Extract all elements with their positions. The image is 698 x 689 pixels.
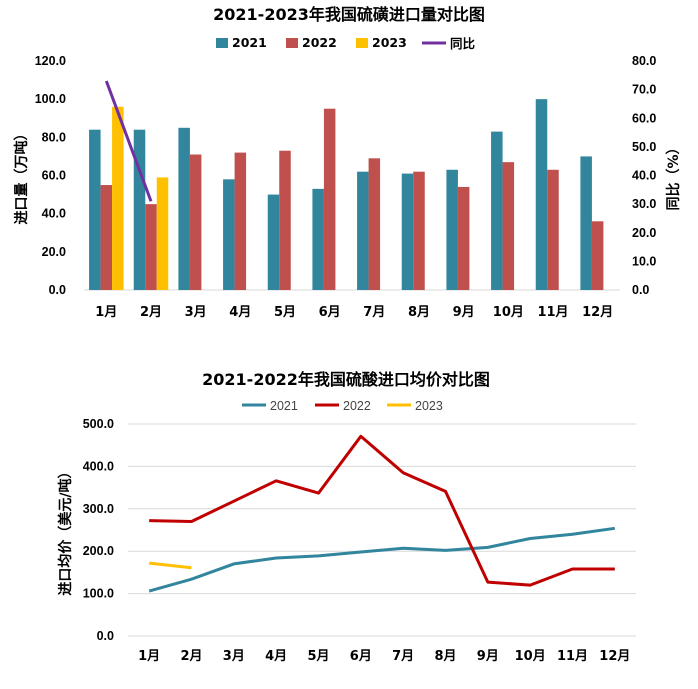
line-2023 bbox=[149, 561, 192, 570]
x-tick-label: 10月 bbox=[515, 649, 546, 664]
x-tick-label: 6月 bbox=[350, 649, 372, 664]
x-tick-label: 10月 bbox=[493, 305, 524, 320]
y-tick-label: 200.0 bbox=[83, 544, 114, 558]
bar-2021-11 bbox=[535, 99, 548, 291]
legend-label: 2023 bbox=[415, 399, 443, 413]
x-tick-label: 7月 bbox=[363, 305, 385, 320]
bar-2021-6 bbox=[312, 188, 324, 290]
y2-tick-label: 40.0 bbox=[632, 169, 656, 183]
y-tick-label: 120.0 bbox=[35, 54, 66, 68]
bar-2022-4 bbox=[234, 152, 247, 290]
line-yoy bbox=[104, 80, 153, 202]
y-axis-title: 进口量（万吨） bbox=[13, 127, 30, 225]
x-tick-label: 9月 bbox=[477, 649, 499, 664]
x-tick-label: 8月 bbox=[434, 649, 456, 664]
x-tick-label: 6月 bbox=[319, 305, 341, 320]
y-tick-label: 500.0 bbox=[83, 417, 114, 431]
x-tick-label: 9月 bbox=[453, 305, 475, 320]
y2-tick-label: 80.0 bbox=[632, 54, 656, 68]
legend-label: 2022 bbox=[302, 35, 337, 50]
y-tick-label: 100.0 bbox=[83, 587, 114, 601]
bar-2023-2 bbox=[156, 177, 169, 290]
y2-tick-label: 10.0 bbox=[632, 254, 656, 268]
y2-axis-title: 同比（%） bbox=[665, 140, 682, 210]
bar-2023-1 bbox=[112, 106, 124, 290]
y2-tick-label: 50.0 bbox=[632, 140, 656, 154]
bar-2021-3 bbox=[178, 127, 190, 291]
x-tick-label: 12月 bbox=[599, 649, 630, 664]
x-tick-label: 11月 bbox=[557, 649, 588, 664]
bar-2021-5 bbox=[267, 194, 280, 290]
x-tick-label: 4月 bbox=[229, 305, 251, 320]
legend-label: 2023 bbox=[372, 35, 407, 50]
bar-2022-8 bbox=[413, 171, 425, 290]
x-tick-label: 3月 bbox=[223, 649, 245, 664]
legend-swatch bbox=[356, 38, 368, 48]
y-tick-label: 300.0 bbox=[83, 502, 114, 516]
bar-2022-11 bbox=[547, 169, 559, 290]
bar-2022-7 bbox=[368, 158, 381, 290]
x-tick-label: 1月 bbox=[138, 649, 160, 664]
x-tick-label: 1月 bbox=[95, 305, 117, 320]
bar-2021-8 bbox=[401, 173, 414, 290]
y2-tick-label: 30.0 bbox=[632, 197, 656, 211]
bar-2021-1 bbox=[89, 129, 101, 290]
bar-2022-6 bbox=[323, 108, 336, 290]
y2-tick-label: 20.0 bbox=[632, 226, 656, 240]
x-tick-label: 3月 bbox=[185, 305, 207, 320]
bar-2021-7 bbox=[357, 171, 369, 290]
x-tick-label: 11月 bbox=[537, 305, 568, 320]
y-tick-label: 20.0 bbox=[42, 245, 66, 259]
x-tick-label: 12月 bbox=[582, 305, 613, 320]
y2-tick-label: 60.0 bbox=[632, 111, 656, 125]
x-tick-label: 2月 bbox=[180, 649, 202, 664]
bar-2021-12 bbox=[580, 156, 592, 290]
legend-label: 同比 bbox=[450, 36, 476, 51]
chart-title: 2021-2022年我国硫酸进口均价对比图 bbox=[202, 370, 490, 389]
y2-tick-label: 0.0 bbox=[632, 283, 649, 297]
x-tick-label: 5月 bbox=[307, 649, 329, 664]
bar-2022-10 bbox=[502, 162, 515, 290]
sulfur-import-volume-chart: 2021-2023年我国硫磺进口量对比图 2021 2022 2023 同比 0.0 20.… bbox=[13, 5, 682, 320]
y-tick-label: 100.0 bbox=[35, 92, 66, 106]
bar-2021-4 bbox=[223, 179, 235, 290]
legend-swatch bbox=[216, 38, 228, 48]
y2-tick-label: 70.0 bbox=[632, 83, 656, 97]
y-axis-title: 进口均价（美元/吨） bbox=[57, 464, 74, 595]
x-tick-label: 8月 bbox=[408, 305, 430, 320]
x-tick-label: 7月 bbox=[392, 649, 414, 664]
bar-2022-2 bbox=[145, 204, 157, 290]
bar-2022-9 bbox=[457, 186, 470, 290]
x-tick-label: 2月 bbox=[140, 305, 162, 320]
bar-2021-9 bbox=[446, 169, 458, 290]
line-2022 bbox=[149, 434, 615, 587]
y-tick-label: 400.0 bbox=[83, 459, 114, 473]
y-tick-label: 0.0 bbox=[49, 283, 66, 297]
chart-title: 2021-2023年我国硫磺进口量对比图 bbox=[213, 5, 485, 24]
bar-2021-10 bbox=[491, 131, 503, 290]
line-2021 bbox=[148, 526, 616, 593]
sulfuric-acid-price-chart: 2021-2022年我国硫酸进口均价对比图 2021 2022 2023 0.0 100.… bbox=[57, 370, 636, 664]
y-tick-label: 40.0 bbox=[42, 207, 66, 221]
legend-label: 2022 bbox=[343, 399, 371, 413]
legend-swatch bbox=[286, 38, 298, 48]
y-tick-label: 0.0 bbox=[97, 629, 114, 643]
x-tick-label: 5月 bbox=[274, 305, 296, 320]
x-tick-label: 4月 bbox=[265, 649, 287, 664]
y-tick-label: 60.0 bbox=[42, 169, 66, 183]
bar-2022-12 bbox=[591, 221, 604, 290]
bar-2022-5 bbox=[279, 150, 291, 290]
bar-2022-1 bbox=[100, 185, 113, 290]
legend-label: 2021 bbox=[232, 35, 267, 50]
legend-label: 2021 bbox=[270, 399, 298, 413]
bar-2021-2 bbox=[133, 129, 146, 290]
y-tick-label: 80.0 bbox=[42, 130, 66, 144]
bar-2022-3 bbox=[189, 154, 202, 290]
